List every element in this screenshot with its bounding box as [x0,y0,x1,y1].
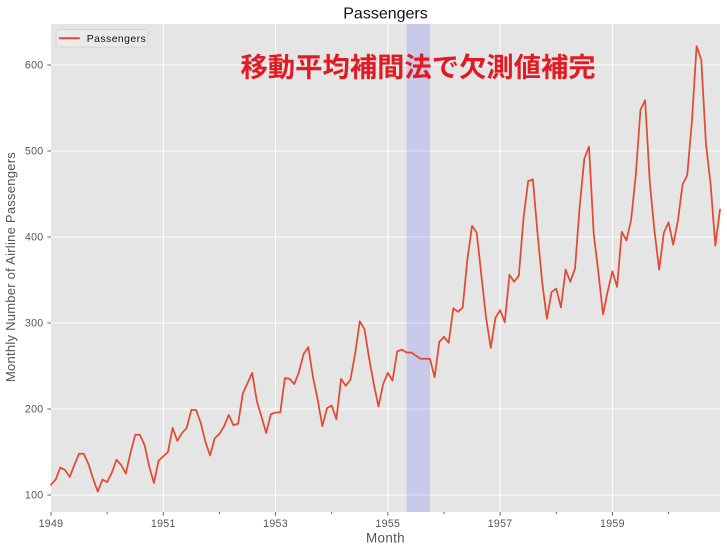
svg-text:500: 500 [25,146,44,158]
svg-text:Month: Month [366,531,405,546]
svg-text:1949: 1949 [39,518,64,530]
svg-text:1957: 1957 [488,518,513,530]
svg-text:1953: 1953 [263,518,288,530]
svg-text:Monthly Number of Airline Pass: Monthly Number of Airline Passengers [3,152,18,382]
svg-text:200: 200 [25,404,44,416]
svg-text:1951: 1951 [151,518,176,530]
svg-text:Passengers: Passengers [87,34,146,45]
svg-text:100: 100 [25,490,44,502]
svg-text:1955: 1955 [375,518,400,530]
svg-text:Passengers: Passengers [343,6,428,23]
svg-text:1959: 1959 [600,518,625,530]
svg-text:400: 400 [25,232,44,244]
svg-text:600: 600 [25,60,44,72]
svg-text:300: 300 [25,318,44,330]
